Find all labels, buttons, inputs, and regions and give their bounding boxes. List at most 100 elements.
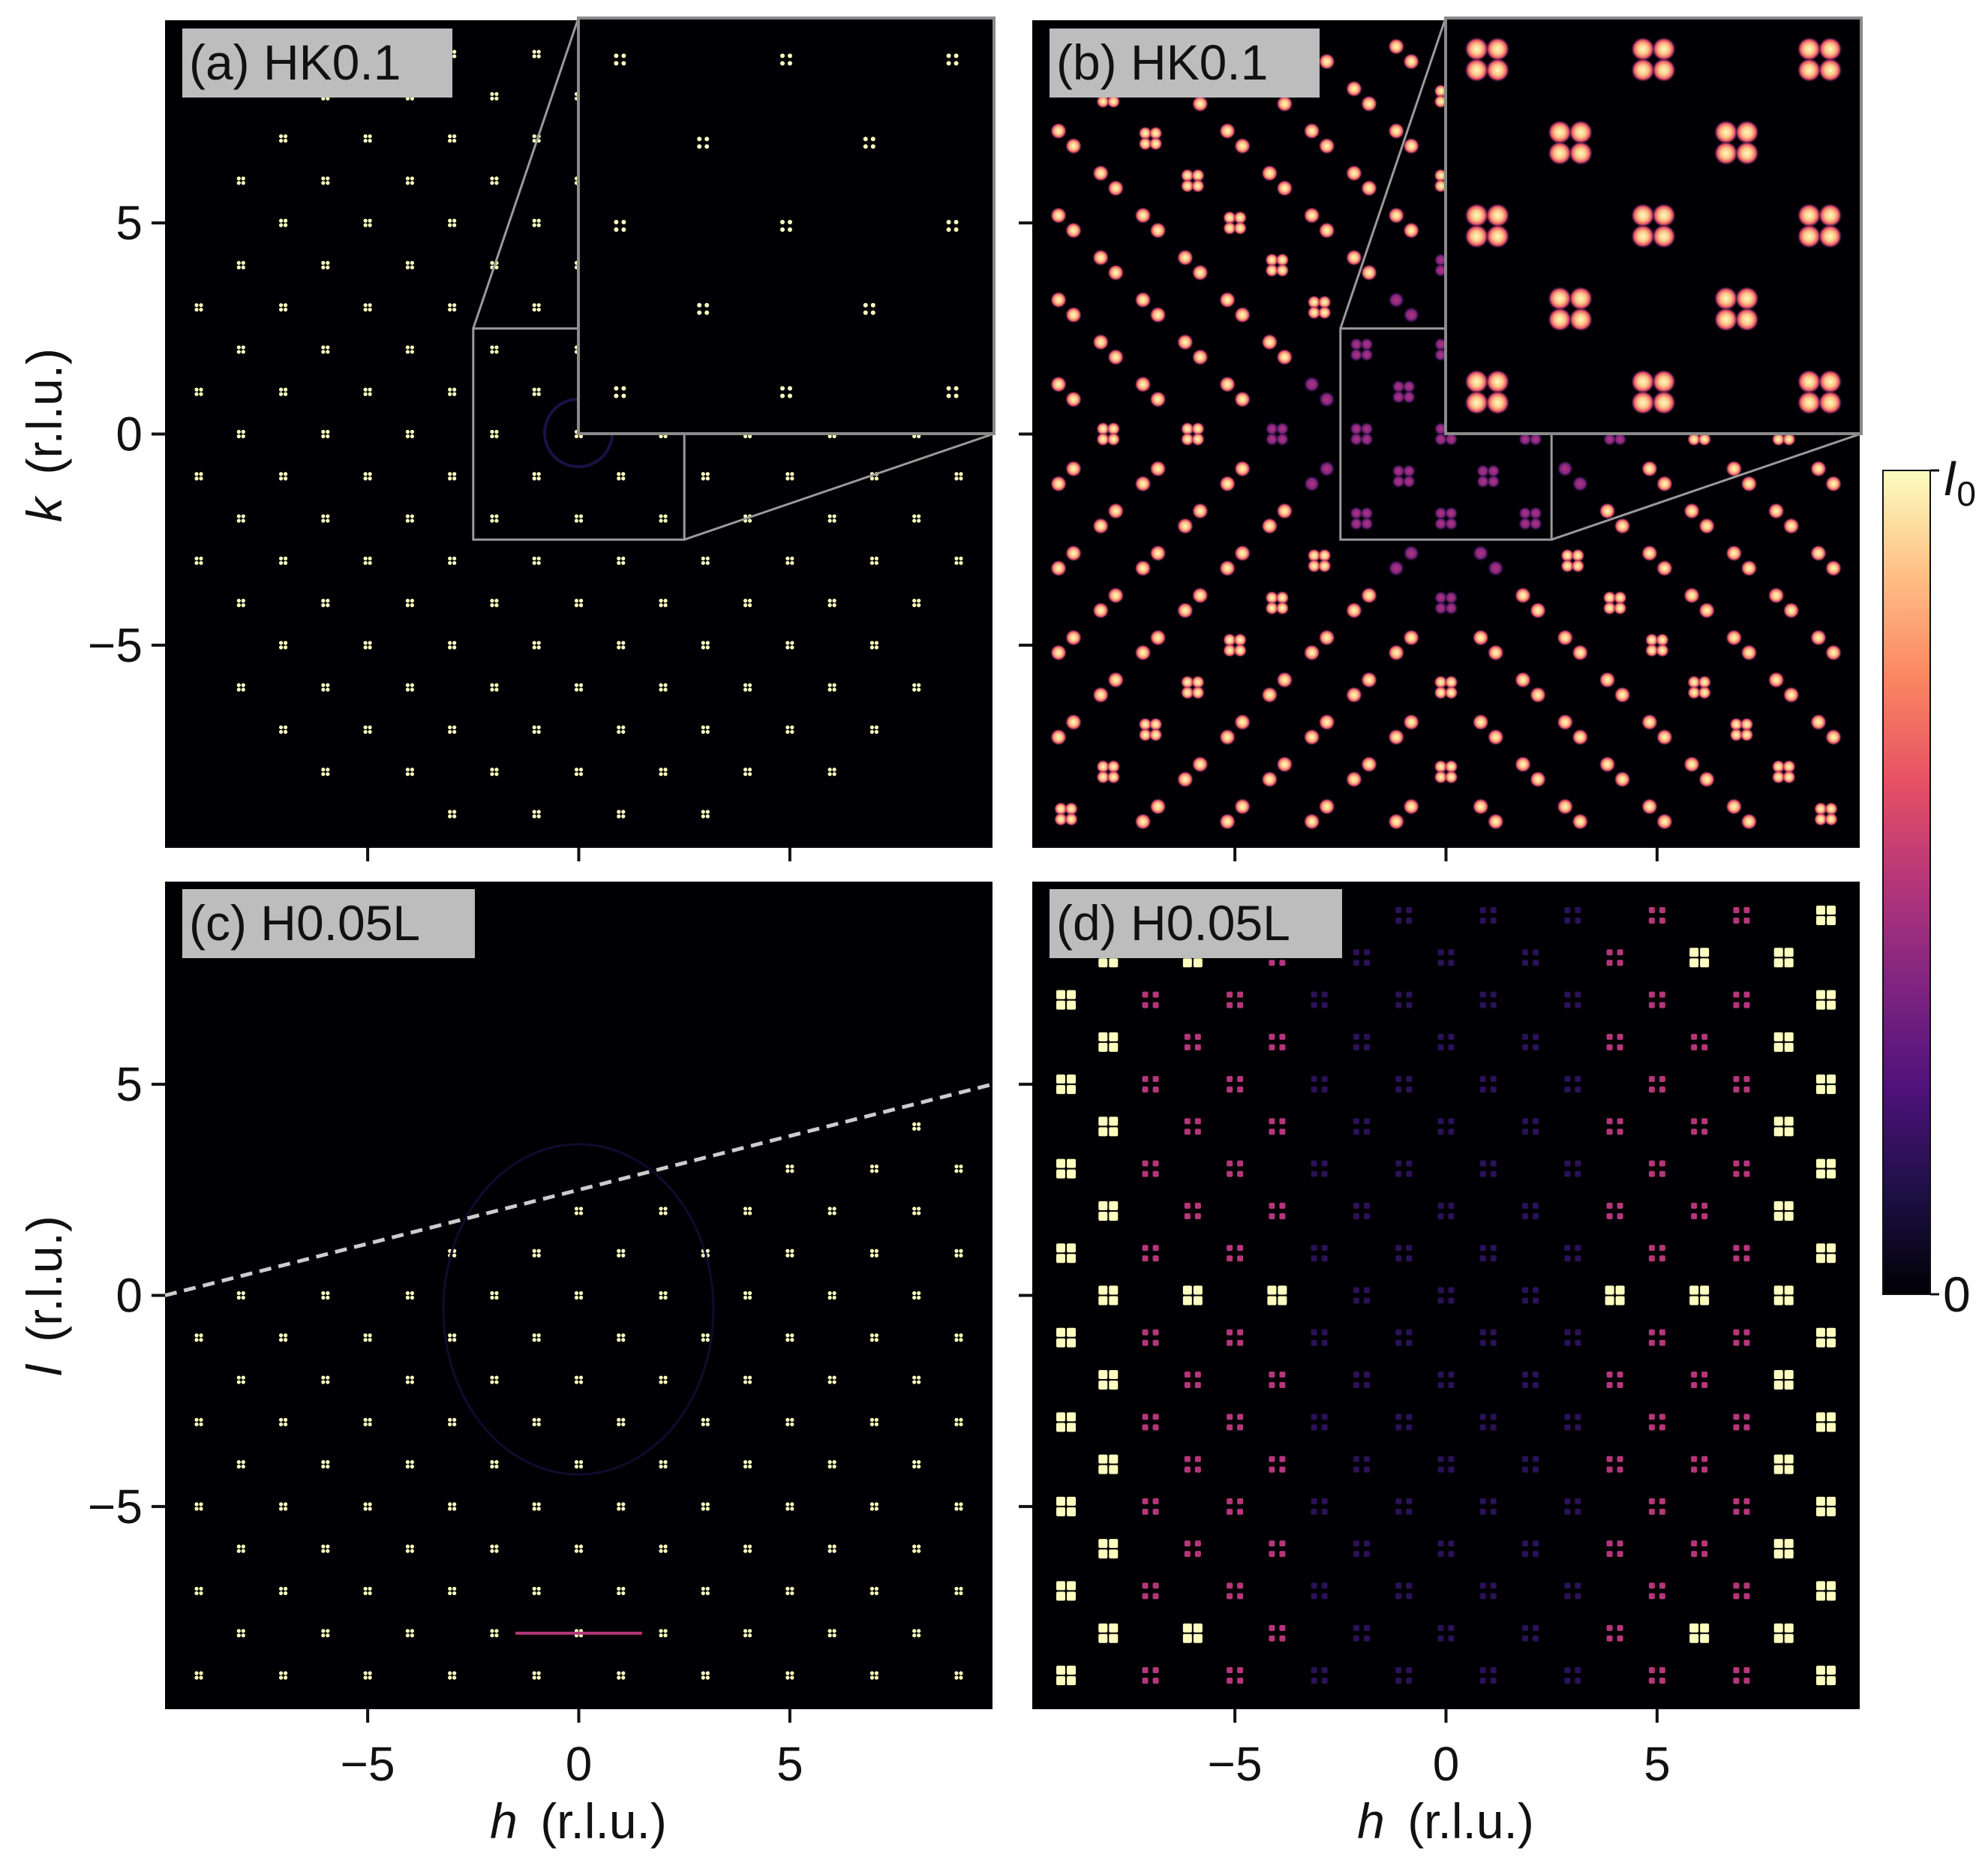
peak-spot <box>785 1164 790 1169</box>
peak-blob <box>1557 798 1574 815</box>
peak-spot <box>278 1333 284 1338</box>
peak-blob <box>1149 629 1167 646</box>
panel-a-inset <box>577 17 996 435</box>
peak-square <box>1269 960 1275 966</box>
peak-spot <box>368 1502 372 1507</box>
peak-spot <box>621 472 626 476</box>
peak-blob <box>1318 391 1335 408</box>
peak-square <box>1826 1254 1836 1264</box>
peak-spot <box>321 603 326 608</box>
peak-square <box>1437 1212 1444 1219</box>
peak-spot <box>241 429 245 434</box>
peak-blob <box>1613 601 1627 615</box>
peak-spot <box>363 1417 368 1422</box>
axes: −5 0 5 −5 0 550−550−5 <box>88 196 1671 1791</box>
peak-blob <box>1191 264 1209 281</box>
peak-spot <box>743 1544 748 1549</box>
peak-spot <box>241 1544 245 1549</box>
peak-spot <box>869 1422 875 1426</box>
peak-spot <box>278 1586 284 1591</box>
inset-peak <box>1548 307 1572 332</box>
peak-spot <box>743 772 748 777</box>
peak-spot <box>494 687 499 692</box>
peak-square <box>1194 1551 1201 1558</box>
peak-blob <box>1530 771 1547 788</box>
peak-spot <box>283 560 288 565</box>
peak-square <box>1279 1212 1286 1219</box>
peak-spot <box>869 1502 875 1507</box>
peak-spot <box>578 1460 584 1465</box>
inset-peak <box>863 144 868 149</box>
peak-square <box>1406 918 1413 924</box>
peak-square <box>1564 1086 1571 1093</box>
peak-blob <box>1065 306 1083 323</box>
peak-spot <box>490 1291 494 1296</box>
peak-spot <box>917 1549 921 1553</box>
peak-square <box>1826 1423 1836 1432</box>
inset-peak <box>697 302 702 308</box>
peak-spot <box>748 434 752 439</box>
peak-square <box>1479 1582 1486 1589</box>
peak-spot <box>494 1549 499 1553</box>
x-tick-label: −5 <box>1208 1737 1263 1791</box>
peak-spot <box>954 560 959 565</box>
peak-square <box>1437 1466 1444 1473</box>
peak-square <box>1353 1551 1359 1558</box>
peak-spot <box>959 1591 963 1596</box>
peak-square <box>1237 991 1244 998</box>
peak-square <box>1659 1160 1665 1167</box>
peak-square <box>1522 1456 1529 1462</box>
peak-square <box>1815 1000 1825 1010</box>
peak-spot <box>621 1249 626 1253</box>
peak-square <box>1606 1466 1613 1473</box>
peak-spot <box>917 1375 921 1380</box>
peak-spot <box>490 599 494 603</box>
peak-square <box>1701 1118 1708 1125</box>
peak-square <box>1522 1128 1529 1135</box>
peak-spot <box>326 683 330 687</box>
peak-square <box>1363 1551 1370 1558</box>
peak-spot <box>912 1544 917 1549</box>
peak-square <box>1815 1254 1825 1264</box>
peak-spot <box>827 1375 832 1380</box>
peak-spot <box>912 603 917 608</box>
peak-square <box>1321 991 1328 998</box>
peak-spot <box>321 1633 326 1638</box>
peak-square <box>1152 1076 1159 1083</box>
peak-spot <box>283 1417 288 1422</box>
peak-square <box>1826 1243 1836 1253</box>
peak-blob <box>1403 545 1420 562</box>
peak-spot <box>410 683 414 687</box>
peak-square <box>1395 1424 1402 1431</box>
peak-square <box>1267 1296 1277 1306</box>
inset-peak <box>704 310 710 315</box>
inset-peak <box>1818 58 1842 83</box>
peak-blob <box>1234 798 1251 815</box>
peak-spot <box>912 1126 917 1131</box>
peak-spot <box>621 1671 626 1675</box>
peak-blob <box>1824 644 1842 661</box>
peak-square <box>1648 1508 1655 1515</box>
peak-square <box>1448 1466 1455 1473</box>
peak-square <box>1098 1211 1108 1221</box>
peak-blob <box>1434 601 1448 615</box>
peak-spot <box>405 265 410 269</box>
peak-spot <box>705 810 710 814</box>
peak-square <box>1269 1202 1275 1209</box>
peak-square <box>1826 1412 1836 1422</box>
peak-spot <box>536 223 541 227</box>
peak-spot <box>659 518 663 523</box>
peak-square <box>1109 1211 1119 1221</box>
peak-blob <box>1349 422 1363 436</box>
peak-spot <box>954 1507 959 1511</box>
peak-spot <box>452 138 457 143</box>
peak-blob <box>1149 545 1167 562</box>
peak-spot <box>954 1586 959 1591</box>
peak-square <box>1395 1498 1402 1504</box>
peak-spot <box>452 560 457 565</box>
peak-blob <box>1472 545 1489 562</box>
peak-square <box>1311 1593 1317 1600</box>
peak-square <box>1194 1118 1201 1125</box>
inset-peak <box>1485 390 1510 415</box>
peak-spot <box>743 1291 748 1296</box>
